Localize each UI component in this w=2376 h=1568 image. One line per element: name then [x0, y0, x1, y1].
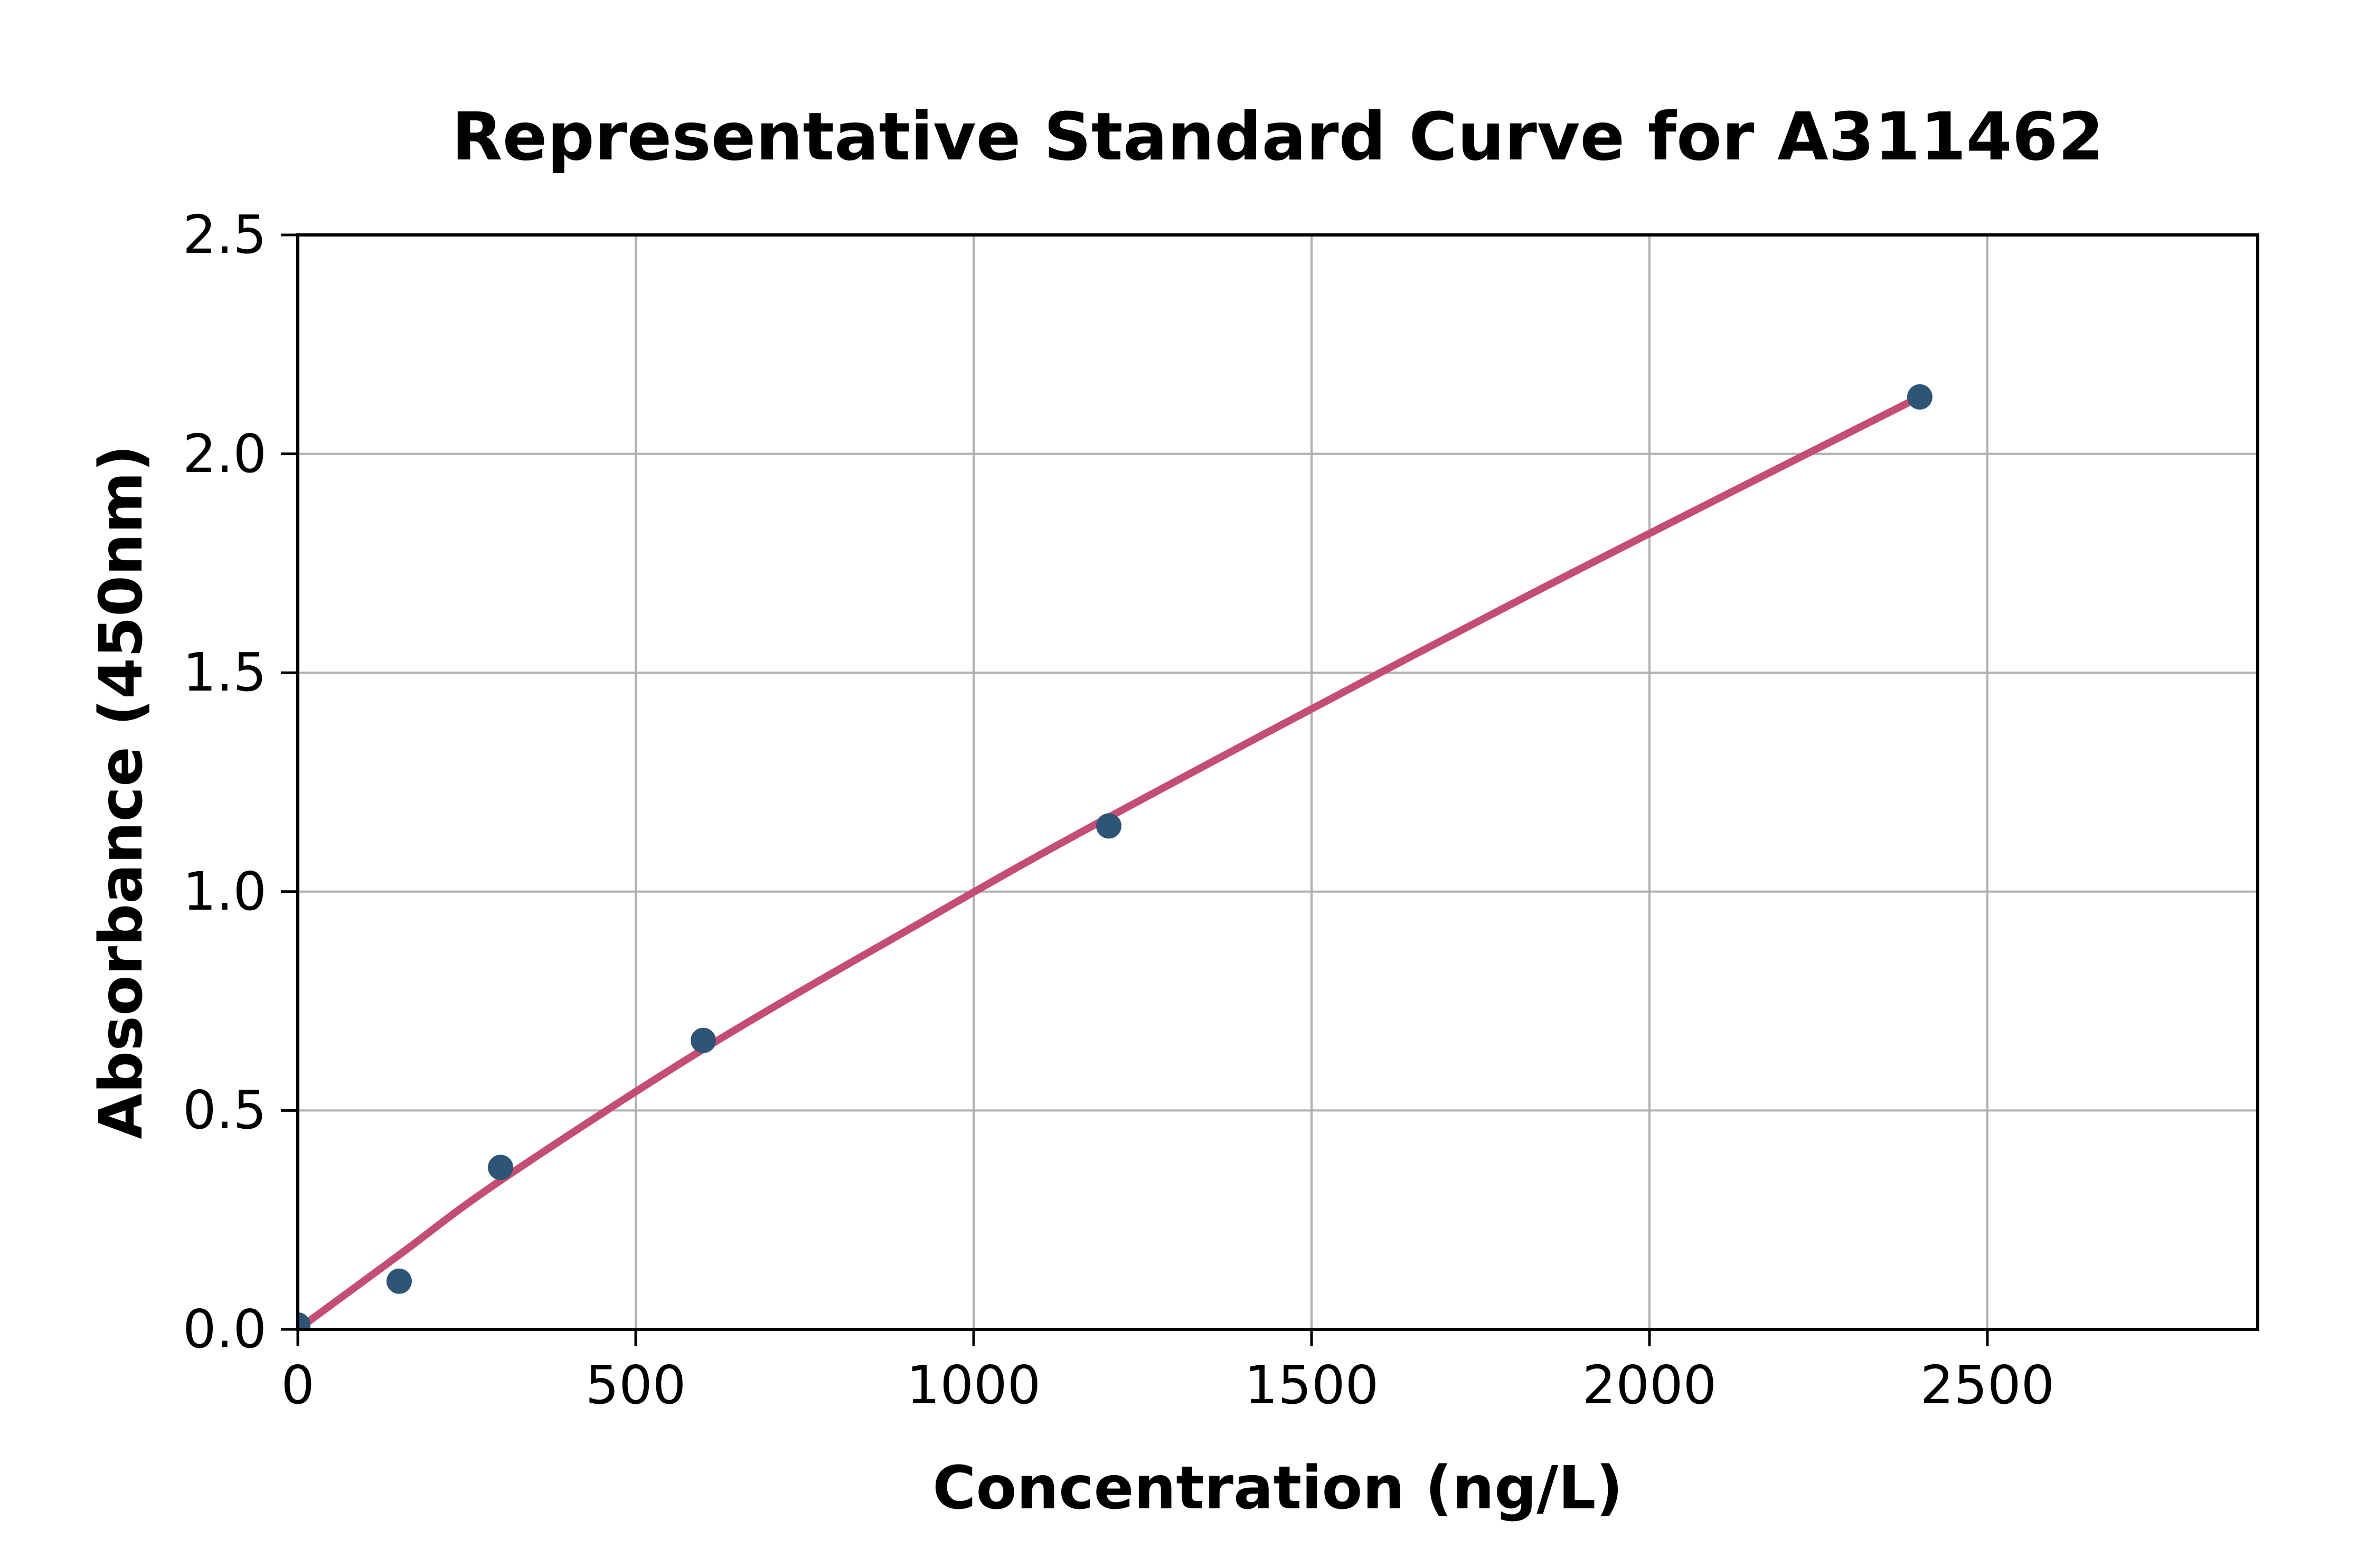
x-tick-label: 0: [281, 1354, 315, 1416]
y-tick-label: 0.0: [182, 1298, 267, 1360]
x-tick-label: 1500: [1244, 1354, 1379, 1416]
y-tick-label: 1.0: [182, 860, 267, 922]
data-point: [386, 1268, 412, 1294]
y-tick-label: 1.5: [182, 641, 267, 704]
x-tick-label: 2500: [1920, 1354, 2055, 1416]
data-point: [298, 1312, 310, 1329]
data-point: [691, 1027, 716, 1053]
plot-border: [296, 233, 2259, 1331]
y-tick-label: 2.0: [182, 422, 267, 485]
x-tick-label: 500: [585, 1354, 686, 1416]
x-tick-label: 1000: [906, 1354, 1041, 1416]
x-axis-label: Concentration (ng/L): [932, 1454, 1623, 1523]
fit-curve-line: [298, 393, 1922, 1329]
data-point: [488, 1155, 513, 1180]
x-tick-label: 2000: [1582, 1354, 1717, 1416]
data-point: [1096, 813, 1121, 839]
data-point: [1907, 384, 1932, 410]
y-tick-label: 2.5: [182, 204, 267, 266]
y-tick-label: 0.5: [182, 1079, 267, 1141]
chart-title: Representative Standard Curve for A31146…: [451, 99, 2104, 175]
